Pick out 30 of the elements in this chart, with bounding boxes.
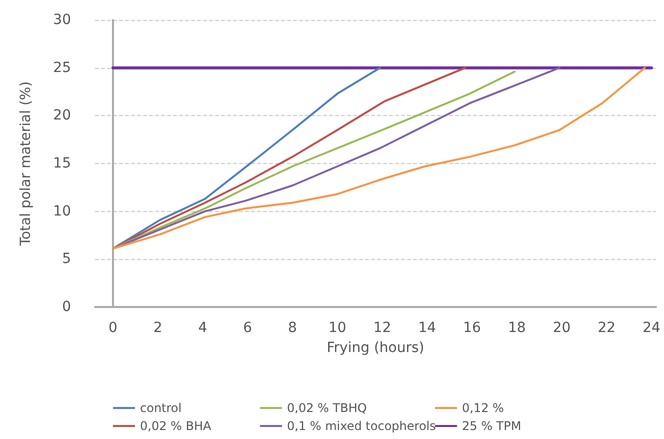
legend-label: 0,1 % mixed tocopherols (287, 419, 436, 433)
x-tick-label: 4 (198, 320, 208, 336)
x-tick-label: 0 (108, 320, 118, 336)
x-tick-label: 10 (328, 320, 346, 336)
y-tick-label: 0 (62, 299, 71, 315)
x-tick-label: 20 (552, 320, 571, 336)
x-tick-label: 16 (463, 320, 481, 336)
x-tick-label: 2 (153, 320, 162, 336)
legend-label: 25 % TPM (462, 419, 522, 433)
x-tick-label: 18 (508, 320, 526, 336)
line-series (112, 66, 381, 250)
legend-label: 0,12 % (462, 401, 504, 415)
x-tick-label: 22 (598, 320, 616, 336)
y-tick-label: 15 (53, 156, 71, 172)
y-tick-label: 25 (53, 60, 71, 76)
legend-label: 0,02 % TBHQ (287, 401, 367, 415)
x-tick-label: 14 (418, 320, 436, 336)
x-tick-label: 24 (642, 320, 661, 336)
legend-label: control (140, 401, 182, 415)
y-axis-title: Total polar material (%) (18, 81, 34, 247)
x-tick-label: 6 (243, 320, 252, 336)
y-tick-label: 5 (62, 251, 71, 268)
x-axis-title: Frying (hours) (326, 340, 424, 356)
x-tick-label: 8 (288, 320, 297, 336)
x-tick-label: 12 (373, 320, 392, 336)
legend-label: 0,02 % BHA (140, 419, 212, 433)
y-tick-label: 10 (53, 203, 71, 220)
y-tick-label: 30 (53, 12, 71, 28)
line-series (112, 66, 646, 250)
y-tick-label: 20 (53, 108, 71, 124)
